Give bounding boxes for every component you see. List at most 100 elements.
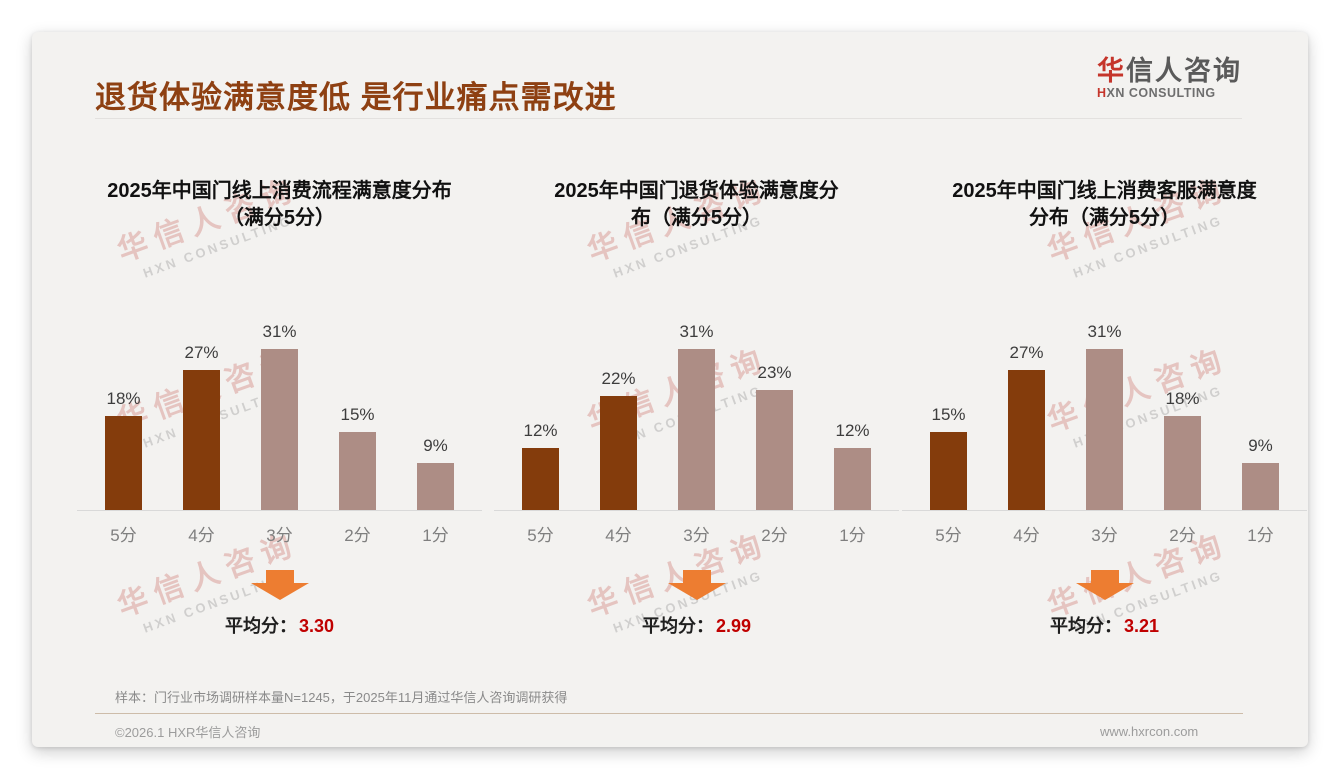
bar-value-label: 9% <box>1248 436 1273 455</box>
bar-value-label: 27% <box>184 343 219 362</box>
x-tick-label: 2分 <box>344 526 371 545</box>
bar-plot: 18% 27% 31% 15% 9% <box>77 320 482 510</box>
bar <box>261 349 298 510</box>
bar-group: 31% <box>658 322 736 510</box>
bar-group: 27% <box>988 343 1066 510</box>
bar <box>339 432 376 510</box>
website-text: www.hxrcon.com <box>1100 724 1199 739</box>
logo-cn-rest: 信人咨询 <box>1126 56 1242 86</box>
x-axis-labels: 5分 4分 3分 2分 1分 <box>902 521 1307 546</box>
bar <box>417 463 454 510</box>
company-logo: 华信人咨询 HXN CONSULTING <box>1097 56 1242 101</box>
bar-group: 31% <box>241 322 319 510</box>
x-tick-label: 5分 <box>935 526 962 545</box>
bar-value-label: 27% <box>1009 343 1044 362</box>
bar-group: 12% <box>502 421 580 510</box>
bar-group: 23% <box>736 363 814 510</box>
bar-group: 9% <box>397 436 475 510</box>
page-title: 退货体验满意度低 是行业痛点需改进 <box>95 80 617 115</box>
bar-value-label: 15% <box>931 405 966 424</box>
bar-value-label: 31% <box>679 322 714 341</box>
bar <box>105 416 142 510</box>
bar-plot: 15% 27% 31% 18% 9% <box>902 320 1307 510</box>
x-axis-line <box>77 510 482 511</box>
logo-en-rest: XN CONSULTING <box>1106 86 1216 100</box>
chart-title-line2: 布（满分5分） <box>630 207 763 229</box>
chart-title-line2: 分布（满分5分） <box>1028 207 1181 229</box>
bar-value-label: 12% <box>523 421 558 440</box>
footer-divider <box>95 713 1243 714</box>
x-tick-label: 3分 <box>1091 526 1118 545</box>
chart-title: 2025年中国门退货体验满意度分 布（满分5分） <box>494 178 899 232</box>
bar <box>600 396 637 510</box>
bar <box>756 390 793 510</box>
x-tick-label: 4分 <box>605 526 632 545</box>
header-divider <box>95 118 1242 119</box>
bar-value-label: 22% <box>601 369 636 388</box>
logo-english-name: HXN CONSULTING <box>1097 86 1242 101</box>
average-score: 平均分： 3.30 <box>77 612 482 638</box>
bar-value-label: 31% <box>262 322 297 341</box>
down-arrow-icon <box>77 570 482 600</box>
x-tick-label: 5分 <box>110 526 137 545</box>
x-tick-label: 4分 <box>188 526 215 545</box>
bar-value-label: 12% <box>835 421 870 440</box>
chart-satisfaction-process: 2025年中国门线上消费流程满意度分布 （满分5分） 18% 27% 31% 1… <box>77 178 482 638</box>
x-tick-label: 1分 <box>1247 526 1274 545</box>
bar-group: 18% <box>85 389 163 510</box>
bar-group: 31% <box>1066 322 1144 510</box>
x-axis-labels: 5分 4分 3分 2分 1分 <box>77 521 482 546</box>
copyright-text: ©2026.1 HXR华信人咨询 <box>115 725 261 740</box>
x-tick-label: 4分 <box>1013 526 1040 545</box>
logo-en-first-char: H <box>1097 86 1107 100</box>
sample-footnote: 样本：门行业市场调研样本量N=1245，于2025年11月通过华信人咨询调研获得 <box>115 690 568 705</box>
x-tick-label: 3分 <box>683 526 710 545</box>
chart-title: 2025年中国门线上消费客服满意度 分布（满分5分） <box>902 178 1307 232</box>
chart-satisfaction-returns: 2025年中国门退货体验满意度分 布（满分5分） 12% 22% 31% 23% <box>494 178 899 638</box>
bar <box>930 432 967 510</box>
x-tick-label: 5分 <box>527 526 554 545</box>
bar <box>183 370 220 510</box>
x-axis-line <box>494 510 899 511</box>
bar-group: 27% <box>163 343 241 510</box>
bar <box>834 448 871 510</box>
x-tick-label: 3分 <box>266 526 293 545</box>
slide-content: 退货体验满意度低 是行业痛点需改进 华信人咨询 HXN CONSULTING 2… <box>32 32 1308 747</box>
bar-plot: 12% 22% 31% 23% 12% <box>494 320 899 510</box>
average-score: 平均分： 2.99 <box>494 612 899 638</box>
chart-title: 2025年中国门线上消费流程满意度分布 （满分5分） <box>77 178 482 232</box>
bar-group: 22% <box>580 369 658 510</box>
bar <box>678 349 715 510</box>
chart-title-line1: 2025年中国门线上消费客服满意度 <box>952 180 1257 202</box>
bar-group: 15% <box>319 405 397 510</box>
bar-value-label: 31% <box>1087 322 1122 341</box>
bar-value-label: 15% <box>340 405 375 424</box>
average-label: 平均分： <box>1049 616 1122 636</box>
x-tick-label: 1分 <box>422 526 449 545</box>
average-score: 平均分： 3.21 <box>902 612 1307 638</box>
bar-group: 9% <box>1222 436 1300 510</box>
bar-value-label: 18% <box>1165 389 1200 408</box>
logo-chinese-name: 华信人咨询 <box>1097 56 1242 86</box>
x-tick-label: 2分 <box>1169 526 1196 545</box>
bar <box>522 448 559 510</box>
average-value: 2.99 <box>715 616 752 636</box>
average-value: 3.30 <box>298 616 335 636</box>
down-arrow-icon <box>494 570 899 600</box>
chart-satisfaction-service: 2025年中国门线上消费客服满意度 分布（满分5分） 15% 27% 31% 1… <box>902 178 1307 638</box>
bar <box>1008 370 1045 510</box>
bar-value-label: 18% <box>106 389 141 408</box>
bar-group: 15% <box>910 405 988 510</box>
bar <box>1242 463 1279 510</box>
down-arrow-icon <box>902 570 1307 600</box>
bar <box>1086 349 1123 510</box>
average-value: 3.21 <box>1123 616 1160 636</box>
bar-value-label: 23% <box>757 363 792 382</box>
slide-card: 华信人咨询 HXN CONSULTING 华信人咨询 HXN CONSULTING 华信… <box>32 32 1308 747</box>
bar-value-label: 9% <box>423 436 448 455</box>
logo-cn-first-char: 华 <box>1097 56 1126 86</box>
bar <box>1164 416 1201 510</box>
bar-group: 18% <box>1144 389 1222 510</box>
x-axis-line <box>902 510 1307 511</box>
chart-title-line1: 2025年中国门线上消费流程满意度分布 <box>107 180 452 202</box>
